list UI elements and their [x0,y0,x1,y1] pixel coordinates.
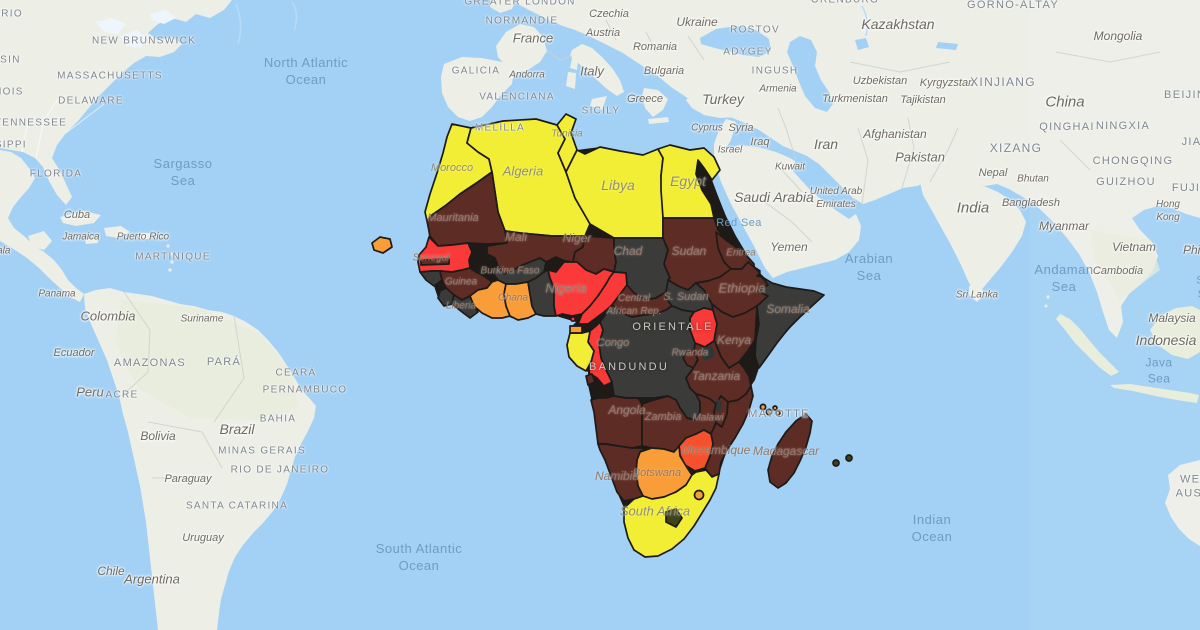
country-somalia[interactable] [754,276,825,369]
andaman-island [1046,295,1050,299]
andaman-island [1044,304,1048,308]
black-sea [700,26,771,57]
country-equatorial-guinea[interactable] [569,325,583,334]
river [861,5,869,37]
country-reunion[interactable] [832,459,840,467]
greece-peninsula [642,88,668,117]
lake-malawi [716,398,722,414]
jamaica-island [85,238,98,244]
arabia [714,145,861,278]
country-mozambique[interactable] [704,385,754,478]
borneo [1150,306,1200,359]
great-lake [96,18,126,34]
lake-victoria [700,346,715,361]
sicily-island [590,96,607,110]
cuba-island [60,211,101,226]
africa-choropleth [371,113,853,558]
country-egypt[interactable] [657,144,721,219]
eurasia [516,0,1200,338]
bioko-island[interactable] [569,315,577,323]
country-gabon[interactable] [566,330,595,372]
amazon-vegetation [116,300,298,420]
great-lake [150,10,176,24]
country-kenya[interactable] [711,303,758,369]
country-comoros[interactable] [765,408,773,416]
country-angola[interactable] [590,395,643,449]
italy-boot [570,44,624,96]
country-gambia[interactable] [420,258,450,266]
levant [714,119,736,160]
puerto-rico-island [138,233,150,239]
country-cabinda[interactable] [585,373,596,386]
admin-borders [21,19,1161,479]
country-ghana[interactable] [503,281,537,321]
hispaniola [104,226,130,238]
sri-lanka-island [969,282,984,302]
antilles-island [169,252,173,256]
crete [648,117,669,124]
france-land [496,24,547,73]
sardinia [566,72,576,89]
river [291,1,298,31]
tile-seam [1030,0,1200,630]
country-eswatini[interactable] [693,489,705,501]
country-madagascar[interactable] [767,413,813,489]
lake-balkhash [936,42,958,50]
river [235,3,242,45]
britain [490,0,516,13]
country-lesotho[interactable] [665,508,683,528]
antilles-island [168,268,172,272]
country-mauritius[interactable] [845,454,853,462]
india-peninsula [920,173,1026,294]
aral-sea [855,38,869,50]
country-comoros[interactable] [772,405,778,411]
country-cape-verde[interactable] [371,236,393,254]
country-comoros[interactable] [759,403,767,411]
country-comoros[interactable] [775,410,781,416]
antilles-island [166,244,170,248]
persian-gulf [792,160,857,219]
yucatan [28,231,52,250]
central-america [0,150,84,302]
caspian-sea [787,36,833,112]
inland-water [96,1,958,219]
sumatra [1056,314,1119,376]
anatolia [686,83,770,118]
corsica [570,58,578,70]
indochina-vegetation [1090,230,1160,300]
antilles-island [170,260,174,264]
north-america [0,0,232,205]
country-namibia[interactable] [597,443,647,502]
australia [1165,460,1200,546]
great-lake [120,30,148,48]
iberia [441,57,514,121]
java [1110,384,1199,403]
